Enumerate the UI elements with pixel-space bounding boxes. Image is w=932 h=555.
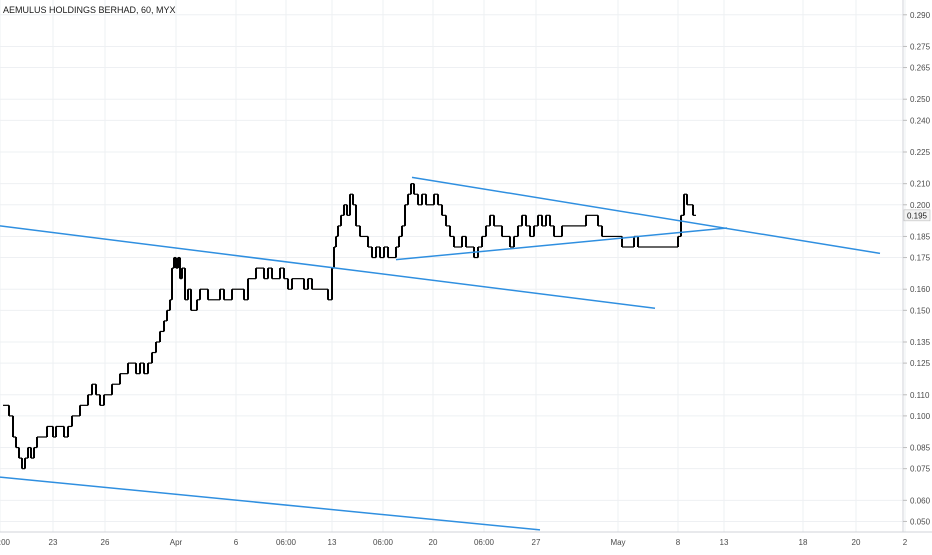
price-tick-label: 0.060 (910, 496, 931, 505)
horizontal-gridlines (0, 14, 903, 522)
time-tick-label: 6 (234, 538, 239, 547)
price-tick-label: 0.210 (910, 180, 931, 189)
price-tick-label: 0.110 (910, 391, 930, 400)
vertical-gridlines (0, 0, 906, 532)
price-tick-label: 0.100 (910, 412, 931, 421)
time-tick-label: 06:00 (276, 538, 297, 547)
time-tick-label: Apr (170, 538, 183, 547)
time-tick-label: 2 (903, 538, 908, 547)
time-tick-label: 20 (852, 538, 861, 547)
price-tick-label: 0.250 (910, 95, 931, 104)
price-tick-label: 0.085 (910, 444, 931, 453)
price-tick-label: 0.265 (910, 64, 931, 73)
trendline[interactable] (395, 227, 728, 261)
time-tick-label: 06:00 (474, 538, 495, 547)
time-tick-label: 26 (101, 538, 110, 547)
price-tick-label: 0.240 (910, 116, 931, 125)
time-tick-label: 13 (720, 538, 729, 547)
last-price-label: 0.195 (907, 211, 928, 220)
time-tick-label: 23 (49, 538, 58, 547)
trendline[interactable] (0, 476, 541, 531)
time-tick-label: 20 (429, 538, 438, 547)
time-tick-label: 18 (799, 538, 808, 547)
time-tick-label: 06:00 (0, 538, 11, 547)
time-tick-label: 13 (328, 538, 337, 547)
price-tick-label: 0.075 (910, 465, 931, 474)
price-tick-label: 0.225 (910, 148, 931, 157)
price-tick-label: 0.185 (910, 232, 931, 241)
price-axis[interactable]: 0.290 0.275 0.265 0.250 0.240 0.225 0.210 0.200… (903, 11, 931, 527)
price-tick-label: 0.135 (910, 338, 931, 347)
time-axis[interactable]: 06:00 23 26 Apr 6 06:00 13 06:00 20 06:00 27 May 8 13… (0, 538, 908, 547)
price-tick-label: 0.290 (910, 11, 931, 20)
last-price-badge-bg (903, 209, 931, 222)
price-tick-label: 0.200 (910, 201, 931, 210)
price-tick-label: 0.160 (910, 285, 931, 294)
time-tick-label: May (610, 538, 625, 547)
chart-title: AEMULUS HOLDINGS BERHAD, 60, MYX (3, 5, 176, 15)
trendline[interactable] (0, 225, 656, 309)
trendlines[interactable] (0, 176, 881, 531)
price-bars (3, 183, 696, 470)
time-tick-label: 8 (676, 538, 681, 547)
last-price-badge: 0.195 (903, 209, 931, 222)
time-tick-label: 27 (532, 538, 541, 547)
price-tick-label: 0.050 (910, 517, 931, 526)
price-tick-label: 0.150 (910, 306, 931, 315)
price-tick-label: 0.125 (910, 359, 931, 368)
trendline[interactable] (411, 176, 881, 255)
price-tick-label: 0.175 (910, 254, 931, 263)
time-tick-label: 06:00 (373, 538, 394, 547)
price-tick-label: 0.275 (910, 42, 931, 51)
